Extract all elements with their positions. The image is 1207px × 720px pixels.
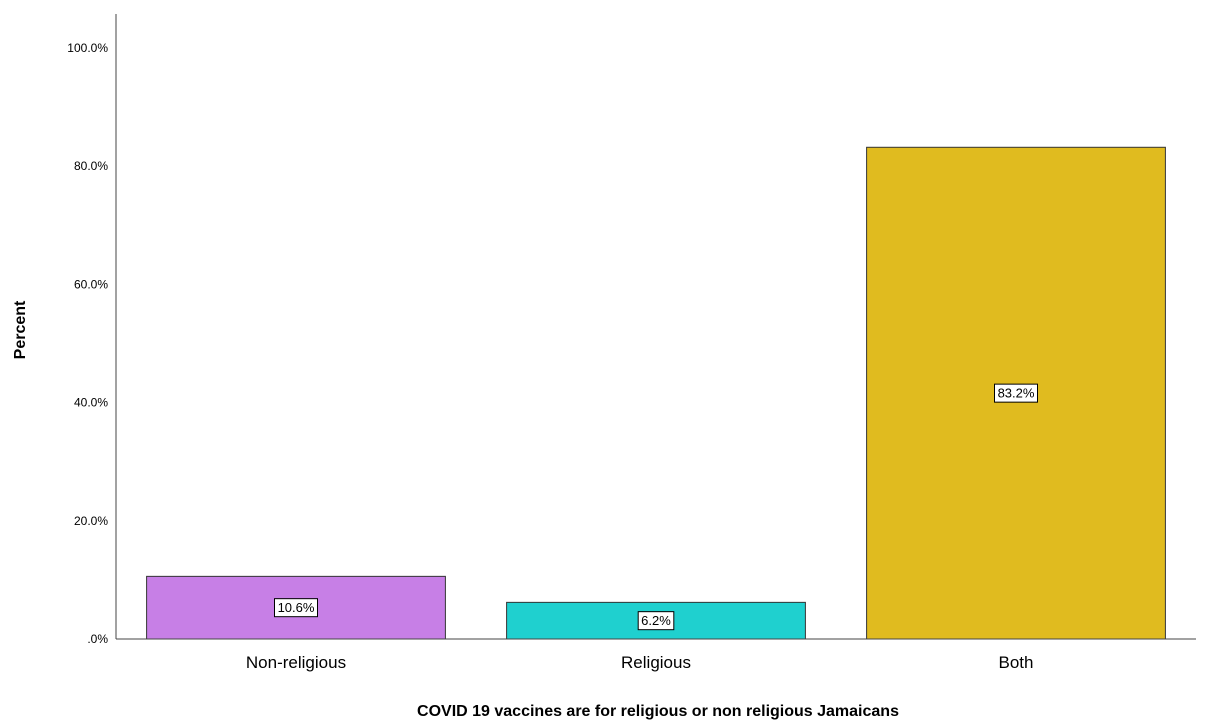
y-tick-label: 20.0% — [74, 514, 108, 528]
data-label: 83.2% — [998, 386, 1035, 401]
x-axis-category-labels: Non-religious Religious Both — [246, 653, 1034, 672]
y-tick-label: .0% — [87, 632, 108, 646]
data-labels: 10.6% 6.2% 83.2% — [274, 383, 1038, 631]
y-tick-label: 60.0% — [74, 277, 108, 291]
y-axis-ticks: .0% 20.0% 40.0% 60.0% 80.0% 100.0% — [67, 41, 108, 646]
y-tick-label: 40.0% — [74, 396, 108, 410]
data-label: 6.2% — [641, 613, 671, 628]
x-category-label: Religious — [621, 653, 691, 672]
data-label-box — [637, 611, 675, 631]
data-label-box — [274, 598, 318, 618]
data-label-box — [994, 383, 1038, 403]
x-category-label: Both — [999, 653, 1034, 672]
y-axis-title: Percent — [12, 300, 29, 359]
x-axis-title: COVID 19 vaccines are for religious or n… — [417, 703, 899, 720]
x-category-label: Non-religious — [246, 653, 346, 672]
y-tick-label: 100.0% — [67, 41, 108, 55]
y-tick-label: 80.0% — [74, 159, 108, 173]
data-label: 10.6% — [278, 600, 315, 615]
